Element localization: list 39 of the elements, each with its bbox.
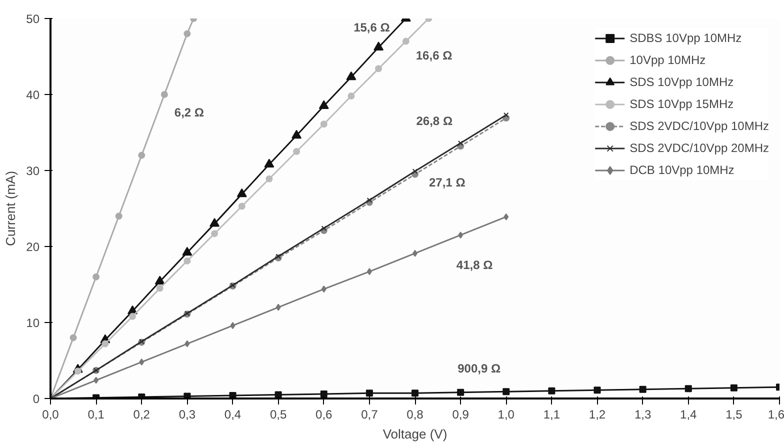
x-tick-label: 1,0 (498, 408, 515, 422)
x-tick-label: 1,3 (634, 408, 652, 422)
y-tick-label: 30 (26, 164, 40, 178)
annotation: 26,8 Ω (416, 114, 453, 128)
x-tick-label: 1,2 (588, 408, 606, 422)
legend-label: SDS 10Vpp 15MHz (630, 97, 734, 111)
x-tick-label: 1,5 (726, 408, 743, 422)
legend-label: SDBS 10Vpp 10MHz (630, 31, 742, 45)
x-tick-label: 0,5 (270, 408, 287, 422)
x-tick-label: 0,3 (178, 408, 196, 422)
y-tick-label: 0 (32, 392, 40, 406)
x-tick-label: 0,9 (452, 408, 470, 422)
x-tick-label: 0,8 (406, 408, 424, 422)
annotation: 900,9 Ω (458, 362, 501, 376)
legend-label: 10Vpp 10MHz (630, 53, 706, 67)
x-tick-label: 0,7 (361, 408, 378, 422)
annotation: 27,1 Ω (429, 175, 466, 190)
legend-label: SDS 10Vpp 10MHz (630, 75, 734, 89)
y-tick-label: 20 (26, 240, 40, 254)
x-tick-label: 1,1 (543, 408, 560, 422)
y-tick-label: 10 (26, 316, 40, 330)
x-tick-label: 1,4 (680, 408, 698, 422)
y-tick-label: 40 (26, 88, 40, 102)
legend-label: SDS 2VDC/10Vpp 20MHz (630, 141, 769, 155)
y-axis-title: Current (mA) (3, 170, 18, 246)
legend-label: SDS 2VDC/10Vpp 10MHz (630, 119, 769, 133)
x-tick-label: 0,6 (316, 408, 333, 422)
annotation: 15,6 Ω (354, 20, 390, 34)
annotation: 6,2 Ω (174, 106, 204, 120)
x-tick-label: 0,1 (88, 408, 105, 422)
legend-label: DCB 10Vpp 10MHz (630, 163, 734, 177)
x-tick-label: 0,2 (133, 408, 150, 422)
annotation: 41,8 Ω (456, 258, 494, 272)
x-tick-label: 0,0 (42, 408, 60, 422)
x-tick-label: 0,4 (224, 408, 242, 422)
annotation: 16,6 Ω (416, 48, 453, 62)
x-axis-title: Voltage (V) (382, 426, 448, 442)
y-tick-label: 50 (26, 12, 40, 26)
x-tick-label: 1,6 (768, 408, 784, 422)
